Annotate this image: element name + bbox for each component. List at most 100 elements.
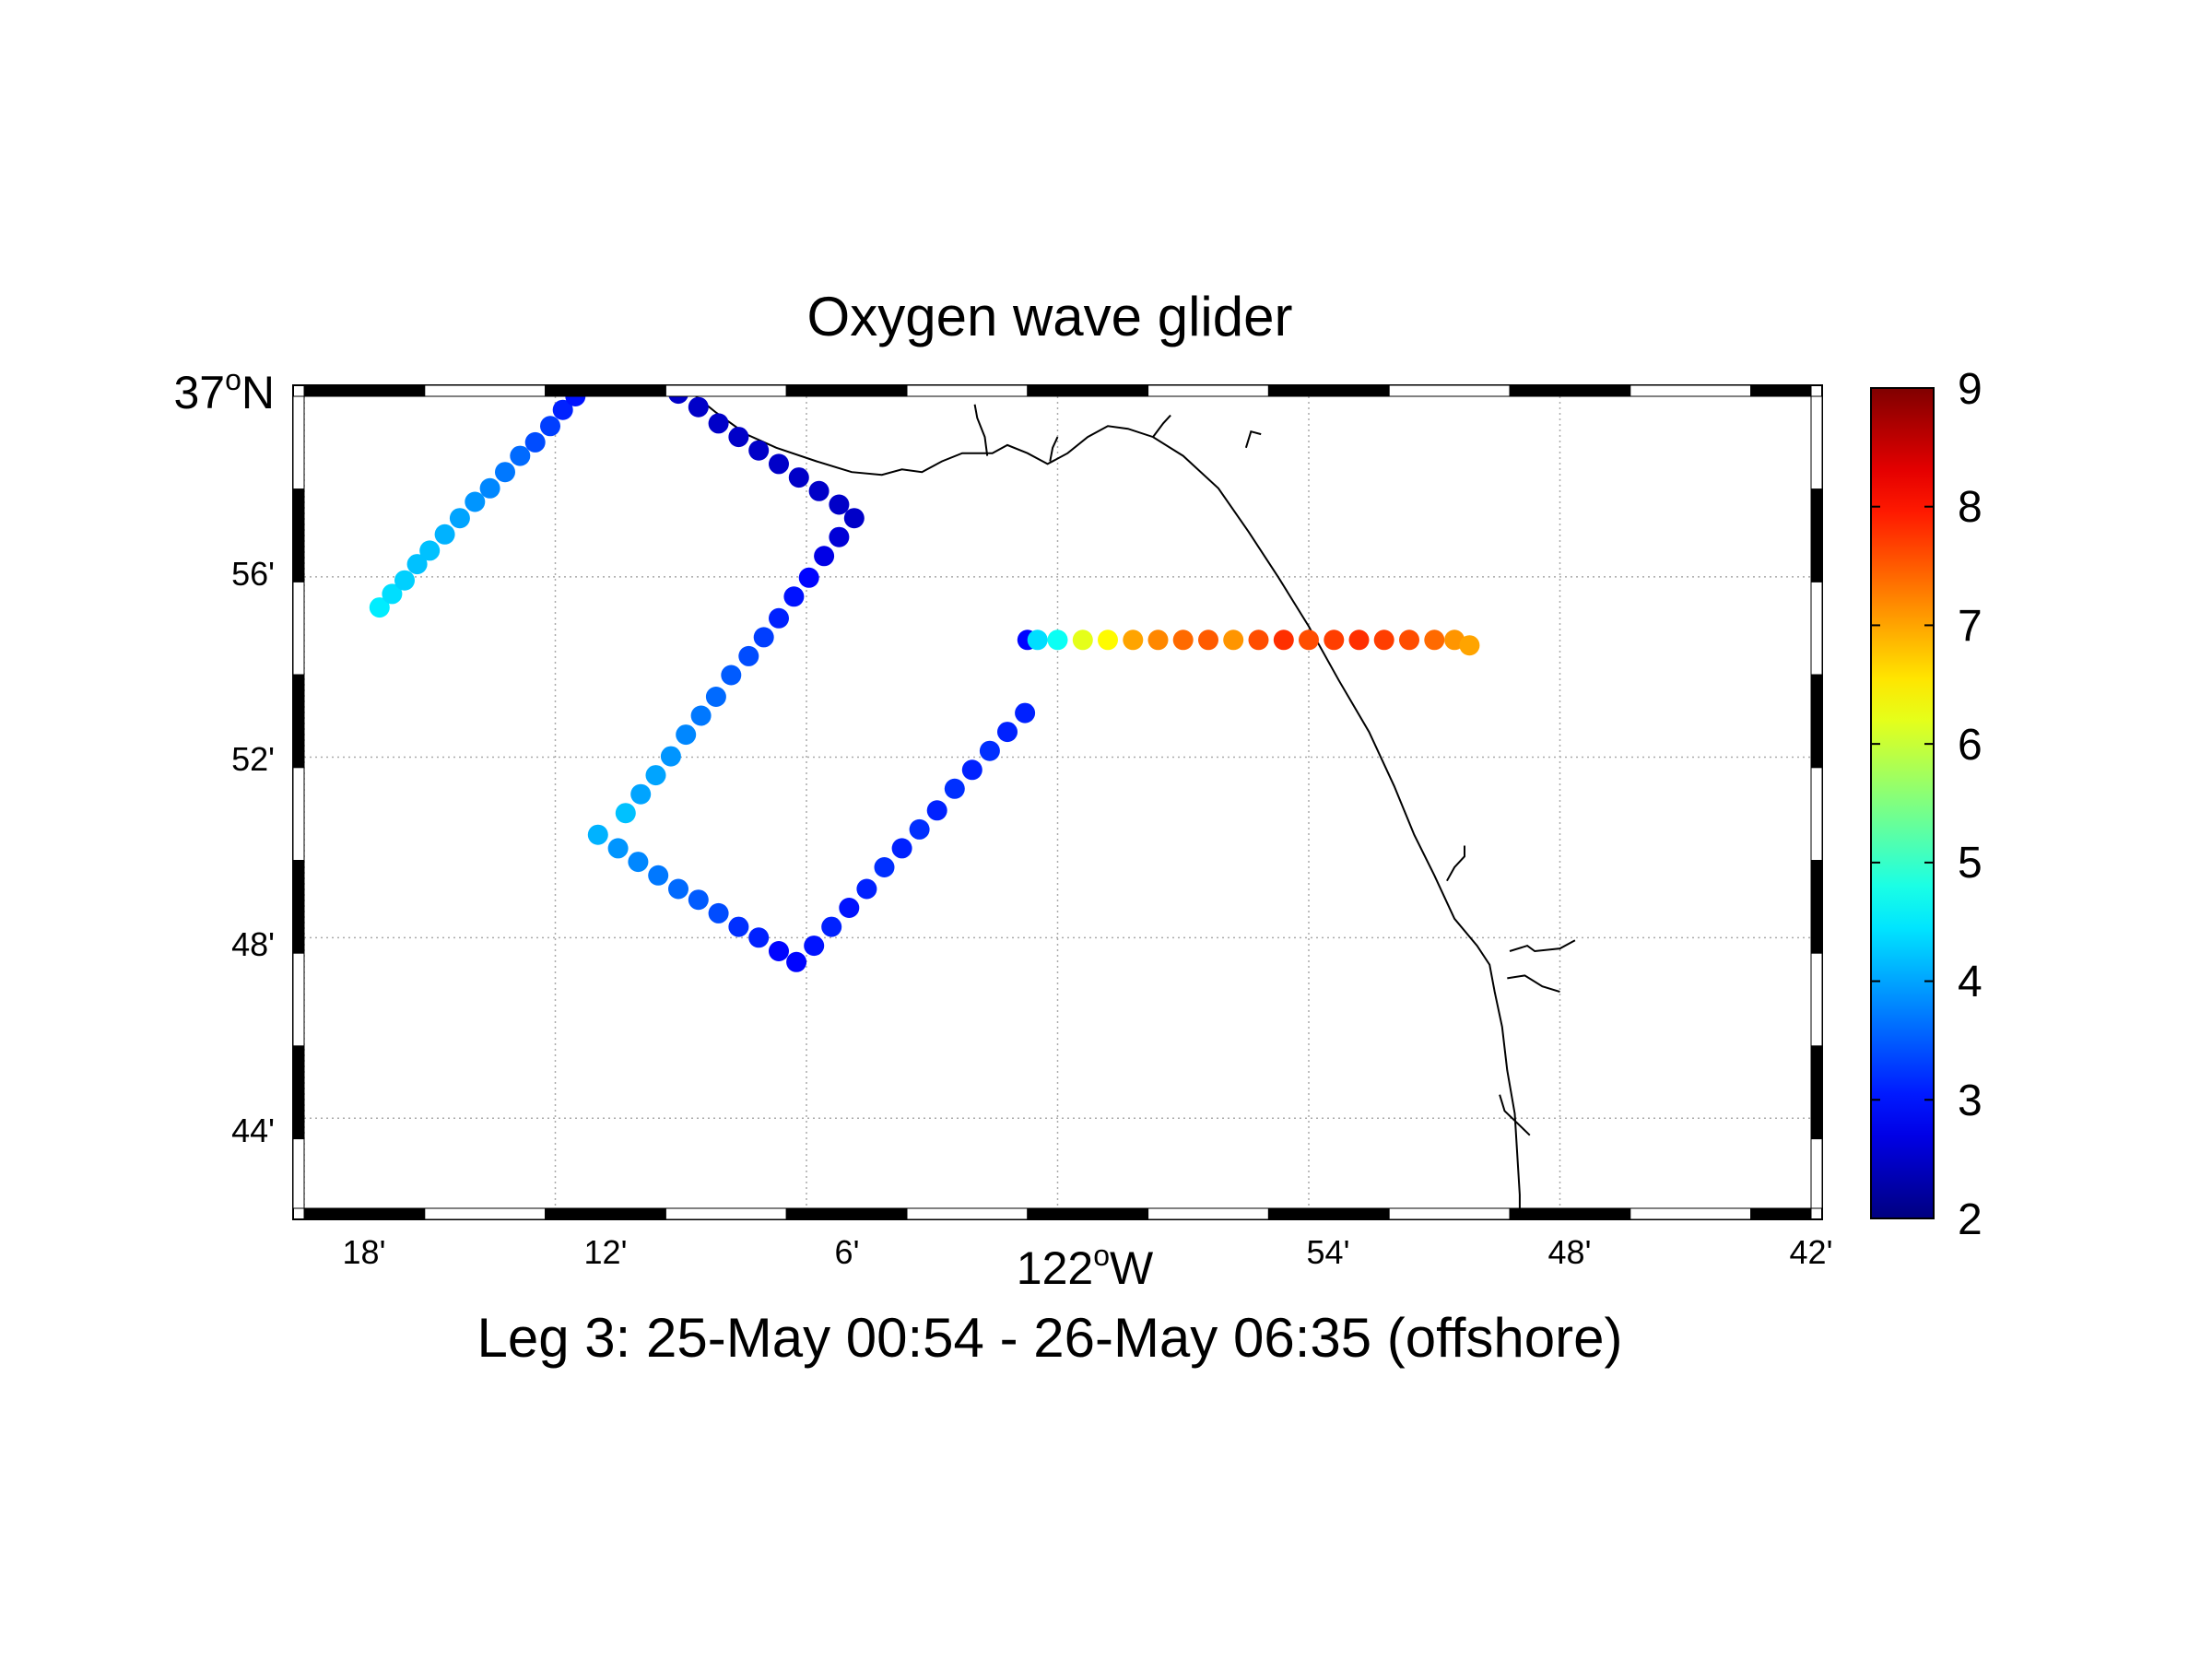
frame-segment xyxy=(665,384,787,397)
map-subtitle: Leg 3: 25-May 00:54 - 26-May 06:35 (offs… xyxy=(477,1307,1623,1369)
frame-segment xyxy=(1388,1207,1511,1220)
track-point xyxy=(788,467,809,488)
track-point xyxy=(798,567,819,588)
river-path xyxy=(1152,414,1171,438)
x-tick-label: 48' xyxy=(1548,1233,1592,1271)
track-point xyxy=(738,645,759,666)
frame-segment xyxy=(1027,384,1149,397)
track-point xyxy=(1223,629,1244,651)
track-point xyxy=(944,778,965,799)
river-path xyxy=(1244,429,1262,449)
track-point xyxy=(808,480,830,501)
track-point xyxy=(705,687,726,707)
colorbar-tick-label: 9 xyxy=(1958,365,1983,414)
frame-segment xyxy=(785,384,908,397)
frame-segment xyxy=(292,581,305,676)
track-point xyxy=(721,665,742,686)
track-point xyxy=(1273,629,1294,651)
track-point xyxy=(1027,629,1048,651)
track-point xyxy=(769,453,789,475)
x-tick-label: 54' xyxy=(1307,1233,1350,1271)
track-point xyxy=(1147,629,1169,651)
track-point xyxy=(891,838,912,859)
track-point xyxy=(552,399,573,420)
track-point xyxy=(1072,629,1093,651)
track-point xyxy=(856,878,877,900)
frame-segment xyxy=(785,1207,908,1220)
track-point xyxy=(369,597,390,618)
frame-segment xyxy=(1810,1045,1823,1140)
frame-segment xyxy=(1630,1207,1752,1220)
frame-segment xyxy=(292,395,305,490)
track-point xyxy=(708,902,729,924)
frame-segment xyxy=(1810,674,1823,769)
x-tick-label: 12' xyxy=(584,1233,628,1271)
colorbar-tick-label: 2 xyxy=(1958,1195,1983,1244)
track-point xyxy=(1098,629,1118,651)
frame-segment xyxy=(292,952,305,1047)
track-point xyxy=(926,800,947,821)
frame-segment xyxy=(1267,384,1390,397)
frame-segment xyxy=(424,384,547,397)
track-point xyxy=(786,951,807,972)
track-point xyxy=(615,803,636,824)
map-title: Oxygen wave glider xyxy=(807,286,1293,347)
river-path xyxy=(1507,974,1560,994)
track-point xyxy=(961,759,982,781)
track-point xyxy=(748,927,770,948)
track-point xyxy=(524,431,546,453)
frame-segment xyxy=(665,1207,787,1220)
track-point xyxy=(495,462,515,483)
track-point xyxy=(1047,629,1068,651)
track-point xyxy=(587,824,608,845)
frame-segment xyxy=(1509,384,1631,397)
track-point xyxy=(479,477,500,499)
grid-lines xyxy=(303,396,1811,1208)
frame-segment xyxy=(292,1138,305,1209)
frame-segment xyxy=(292,1045,305,1140)
frame-segment xyxy=(424,1207,547,1220)
track-point xyxy=(821,916,842,937)
colorbar-tick-label: 8 xyxy=(1958,483,1983,532)
frame-segment xyxy=(1027,1207,1149,1220)
track-point xyxy=(909,818,930,840)
track-point xyxy=(1424,629,1445,651)
track-point xyxy=(814,546,835,567)
frame-segment xyxy=(1267,1207,1390,1220)
track-point xyxy=(1324,629,1345,651)
track-point xyxy=(628,852,649,873)
frame-segment xyxy=(1810,952,1823,1047)
track-point xyxy=(449,508,470,529)
colorbar-ticks xyxy=(1871,387,1934,1219)
track-point xyxy=(628,357,648,377)
frame-segment xyxy=(1810,860,1823,954)
track-point xyxy=(1459,635,1480,656)
track-point xyxy=(690,705,712,726)
frame-segment xyxy=(545,1207,666,1220)
track-point xyxy=(874,857,895,877)
frame-segment xyxy=(1630,384,1752,397)
colorbar-tick-label: 5 xyxy=(1958,839,1983,888)
track-point xyxy=(728,916,749,937)
frame-segment xyxy=(906,384,1029,397)
track-point xyxy=(648,865,669,886)
colorbar-tick-label: 3 xyxy=(1958,1077,1983,1125)
track-point xyxy=(607,838,629,859)
track-point xyxy=(1015,702,1036,724)
track-point xyxy=(829,494,850,515)
track-point xyxy=(829,526,850,547)
frame-segment xyxy=(1147,384,1269,397)
frame-segment xyxy=(1810,767,1823,861)
track-point xyxy=(1299,629,1319,651)
coastline xyxy=(695,396,1576,1208)
colorbar-tick-label: 4 xyxy=(1958,958,1983,1006)
track-point xyxy=(728,427,749,448)
frame-segment xyxy=(303,384,426,397)
track-point xyxy=(843,508,865,529)
frame-segment xyxy=(1509,1207,1631,1220)
track-point xyxy=(406,554,428,575)
track-point xyxy=(434,524,455,545)
glider-track xyxy=(369,357,1480,972)
river-path xyxy=(1049,436,1059,462)
